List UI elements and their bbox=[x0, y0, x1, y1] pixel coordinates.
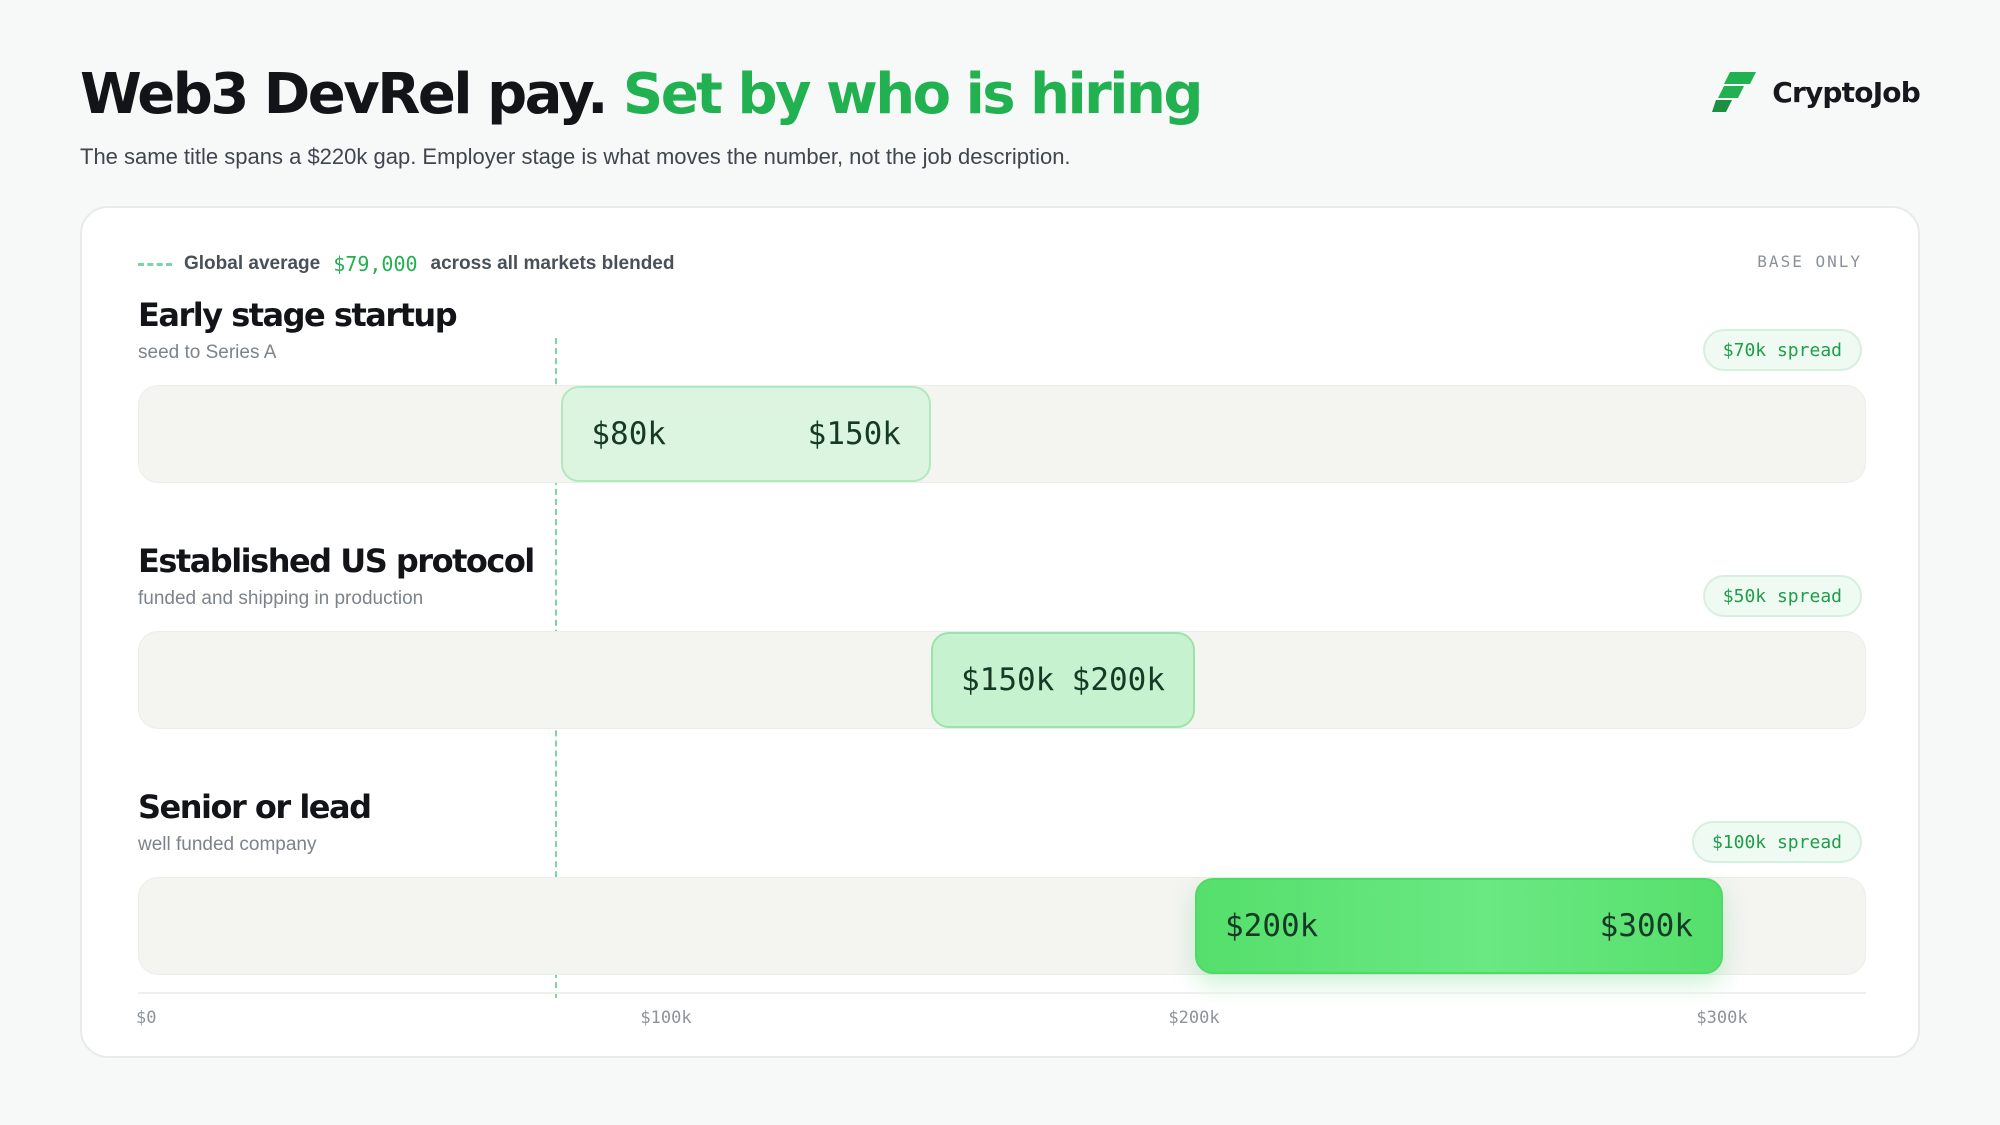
range-track: $80k $150k bbox=[138, 385, 1866, 483]
average-value: $79,000 bbox=[333, 252, 418, 276]
spread-badge: $100k spread bbox=[1691, 821, 1862, 863]
brand: CryptoJob bbox=[1712, 72, 1921, 112]
range-min-label: $200k bbox=[1225, 908, 1319, 944]
base-only-label: BASE ONLY bbox=[1757, 252, 1862, 271]
cryptojob-logo-icon bbox=[1712, 72, 1757, 112]
title-main: Web3 DevRel pay. bbox=[80, 62, 608, 127]
chart-card: Global average $79,000 across all market… bbox=[80, 206, 1920, 1058]
x-tick-label: $0 bbox=[136, 1008, 157, 1028]
x-tick-label: $300k bbox=[1696, 1008, 1748, 1028]
range-min-label: $80k bbox=[591, 416, 667, 452]
row-title: Established US protocol bbox=[138, 542, 535, 580]
spread-badge: $70k spread bbox=[1702, 329, 1862, 371]
average-legend: Global average $79,000 across all market… bbox=[138, 252, 674, 276]
spread-badge: $50k spread bbox=[1702, 575, 1862, 617]
row-subtitle: well funded company bbox=[138, 834, 317, 855]
page-title: Web3 DevRel pay. Set by who is hiring bbox=[80, 62, 1204, 127]
range-max-label: $200k bbox=[1071, 662, 1165, 698]
range-bar: $150k $200k bbox=[931, 632, 1195, 728]
average-suffix: across all markets blended bbox=[430, 253, 675, 274]
range-track: $150k $200k bbox=[138, 631, 1866, 729]
x-tick-label: $100k bbox=[640, 1008, 692, 1028]
row-title: Senior or lead bbox=[138, 788, 372, 826]
page-subtitle: The same title spans a $220k gap. Employ… bbox=[80, 144, 1071, 169]
title-accent: Set by who is hiring bbox=[622, 62, 1204, 127]
range-bar: $200k $300k bbox=[1195, 878, 1723, 974]
range-max-label: $300k bbox=[1599, 908, 1693, 944]
brand-name: CryptoJob bbox=[1772, 75, 1921, 109]
row-title: Early stage startup bbox=[138, 296, 458, 334]
range-min-label: $150k bbox=[961, 662, 1055, 698]
x-tick-label: $200k bbox=[1168, 1008, 1220, 1028]
row-subtitle: funded and shipping in production bbox=[138, 588, 424, 609]
x-axis-line bbox=[138, 992, 1866, 994]
dashed-line-legend-icon bbox=[138, 262, 172, 266]
row-subtitle: seed to Series A bbox=[138, 342, 277, 363]
range-track: $200k $300k bbox=[138, 877, 1866, 975]
range-max-label: $150k bbox=[807, 416, 901, 452]
average-label: Global average bbox=[184, 253, 321, 274]
range-bar: $80k $150k bbox=[561, 386, 931, 482]
